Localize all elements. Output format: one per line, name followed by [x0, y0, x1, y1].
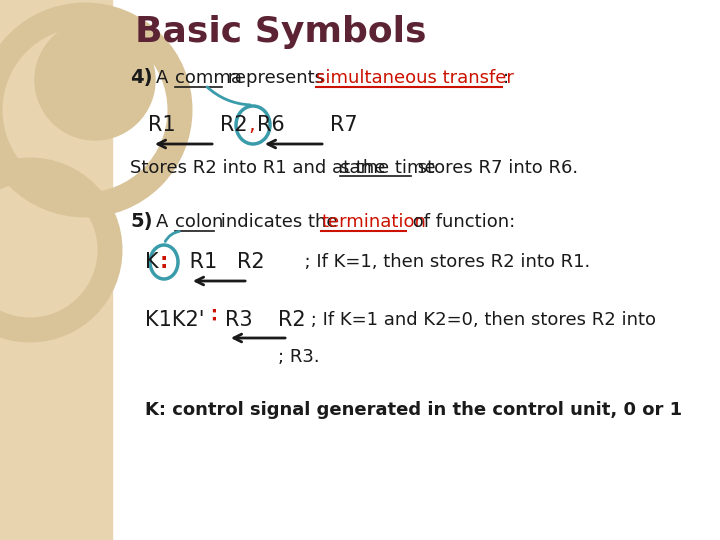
Text: ; If K=1 and K2=0, then stores R2 into: ; If K=1 and K2=0, then stores R2 into: [305, 311, 656, 329]
Text: K: control signal generated in the control unit, 0 or 1: K: control signal generated in the contr…: [145, 401, 682, 419]
Text: R2: R2: [220, 115, 248, 135]
Text: R7: R7: [330, 115, 358, 135]
Text: ,: ,: [248, 115, 255, 135]
Text: indicates the: indicates the: [215, 213, 343, 231]
Text: Stores R2 into R1 and at the: Stores R2 into R1 and at the: [130, 159, 391, 177]
Text: represents: represents: [222, 69, 330, 87]
Text: K1K2': K1K2': [145, 310, 204, 330]
Bar: [0, 0, 112, 540]
Text: Basic Symbols: Basic Symbols: [135, 15, 426, 49]
Text: R2: R2: [237, 252, 265, 272]
Text: A: A: [156, 213, 168, 231]
Text: R1: R1: [183, 252, 217, 272]
Text: termination: termination: [321, 213, 426, 231]
Text: :: :: [160, 252, 168, 272]
Text: R6: R6: [257, 115, 284, 135]
Text: ; If K=1, then stores R2 into R1.: ; If K=1, then stores R2 into R1.: [270, 253, 590, 271]
Text: same time: same time: [340, 159, 436, 177]
Text: 5): 5): [130, 213, 153, 232]
Text: 4): 4): [130, 69, 153, 87]
Circle shape: [35, 20, 155, 140]
Text: simultaneous transfer: simultaneous transfer: [316, 69, 514, 87]
Text: R2: R2: [278, 310, 305, 330]
Text: A: A: [156, 69, 168, 87]
Text: comma: comma: [175, 69, 242, 87]
Text: K: K: [145, 252, 158, 272]
Text: ⋅: ⋅: [210, 311, 217, 329]
Text: of function:: of function:: [407, 213, 516, 231]
Text: :: :: [503, 69, 509, 87]
Text: stores R7 into R6.: stores R7 into R6.: [412, 159, 578, 177]
Text: R3: R3: [225, 310, 253, 330]
Text: ; R3.: ; R3.: [278, 348, 320, 366]
Text: colon: colon: [175, 213, 223, 231]
Text: ⋅: ⋅: [210, 303, 217, 321]
Text: R1: R1: [148, 115, 176, 135]
